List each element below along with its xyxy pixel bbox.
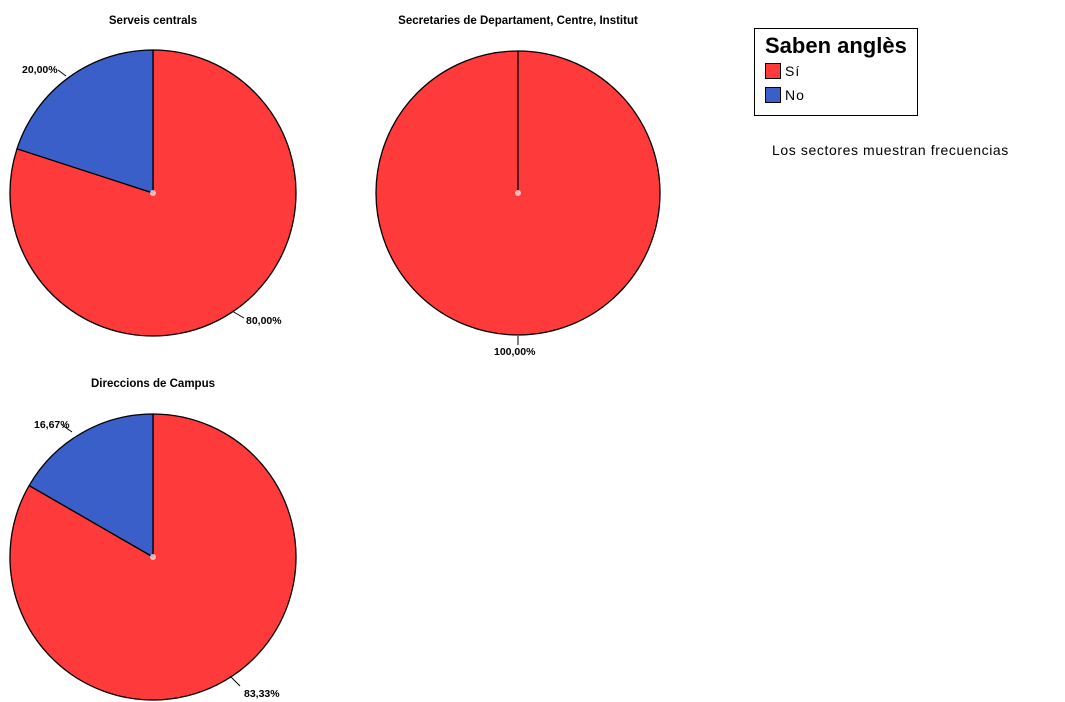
pie-center: [150, 554, 156, 560]
label-leader-line: [231, 310, 245, 319]
pie-chart-serveis-centrals: Serveis centrals 80,00% 20,00%: [9, 15, 297, 337]
pie-slice-no: [16, 49, 154, 194]
pie-slice-no: [28, 413, 154, 558]
legend-item-si: Sí: [765, 59, 909, 83]
pie-chart-direccions-de-campus: Direccions de Campus 83,33% 16,67%: [9, 378, 297, 701]
legend-swatch-si: [765, 63, 781, 79]
legend-label-no: No: [785, 87, 805, 103]
legend-label-si: Sí: [785, 63, 801, 79]
chart-title: Direccions de Campus: [91, 378, 215, 390]
label-leader-line: [57, 69, 67, 77]
slice-percent-label: 80,00%: [246, 315, 282, 327]
slice-percent-label: 20,00%: [22, 64, 58, 76]
chart-title: Secretaries de Departament, Centre, Inst…: [398, 15, 638, 27]
pie-center: [150, 190, 156, 196]
pie-center: [515, 190, 521, 196]
legend-item-no: No: [765, 83, 909, 107]
legend-swatch-no: [765, 87, 781, 103]
label-leader-line: [229, 675, 241, 687]
pie-chart-secretaries-de-departament-centre-institut: Secretaries de Departament, Centre, Inst…: [375, 15, 661, 358]
label-leader-line: [61, 424, 73, 433]
chart-title: Serveis centrals: [109, 15, 197, 27]
legend: Saben anglès Sí No: [754, 28, 918, 116]
slice-percent-label: 100,00%: [494, 346, 536, 358]
legend-title: Saben anglès: [765, 33, 907, 58]
slice-percent-label: 83,33%: [244, 688, 280, 700]
footnote: Los sectores muestran frecuencias: [772, 142, 1009, 158]
slice-percent-label: 16,67%: [34, 419, 70, 431]
